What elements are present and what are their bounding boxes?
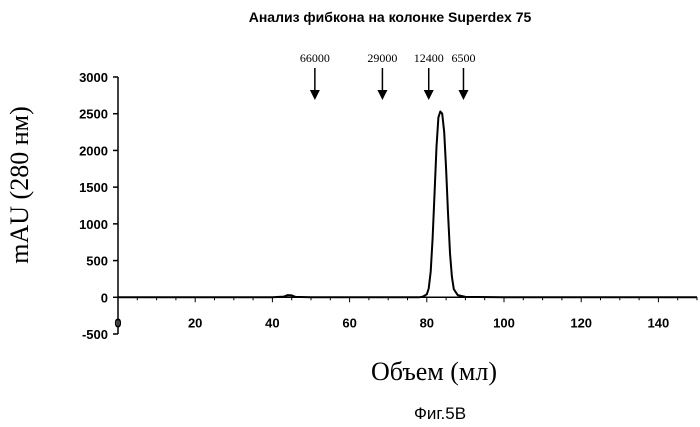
marker-arrow-head	[424, 90, 434, 100]
figure-caption: Фиг.5В	[414, 404, 466, 423]
marker-arrow-head	[377, 90, 387, 100]
chart-title: Анализ фибкона на колонке Superdex 75	[249, 9, 532, 25]
marker-arrow: 29000	[367, 51, 397, 100]
y-axis-label: mAU (280 нм)	[5, 106, 34, 263]
x-tick-label: 0	[114, 315, 121, 330]
y-tick-label: 500	[86, 254, 108, 269]
series-line	[118, 112, 697, 298]
x-tick-label: 60	[342, 315, 356, 330]
y-tick-label: -500	[82, 327, 108, 342]
x-tick-label: 140	[648, 315, 670, 330]
y-tick-label: 1500	[79, 180, 108, 195]
marker-label: 6500	[451, 51, 475, 65]
marker-arrow-head	[310, 90, 320, 100]
marker-label: 66000	[300, 51, 330, 65]
x-tick-label: 80	[420, 315, 434, 330]
marker-arrow: 6500	[451, 51, 475, 100]
marker-label: 29000	[367, 51, 397, 65]
x-tick-label: 100	[493, 315, 515, 330]
y-tick-label: 2000	[79, 143, 108, 158]
axes	[113, 77, 697, 334]
x-axis-label: Объем (мл)	[371, 357, 497, 386]
y-tick-label: 0	[101, 290, 108, 305]
x-tick-label: 40	[265, 315, 279, 330]
y-tick-label: 2500	[79, 107, 108, 122]
y-axis-label-group: mAU (280 нм)	[5, 106, 34, 263]
x-tick-label: 20	[188, 315, 202, 330]
molecular-weight-markers: 66000 29000 12400 6500	[300, 51, 476, 100]
x-tick-label: 120	[570, 315, 592, 330]
y-tick-label: 3000	[79, 70, 108, 85]
series-group	[118, 112, 697, 298]
marker-arrow: 66000	[300, 51, 330, 100]
marker-arrow-head	[458, 90, 468, 100]
marker-label: 12400	[414, 51, 444, 65]
y-tick-label: 1000	[79, 217, 108, 232]
marker-arrow: 12400	[414, 51, 444, 100]
